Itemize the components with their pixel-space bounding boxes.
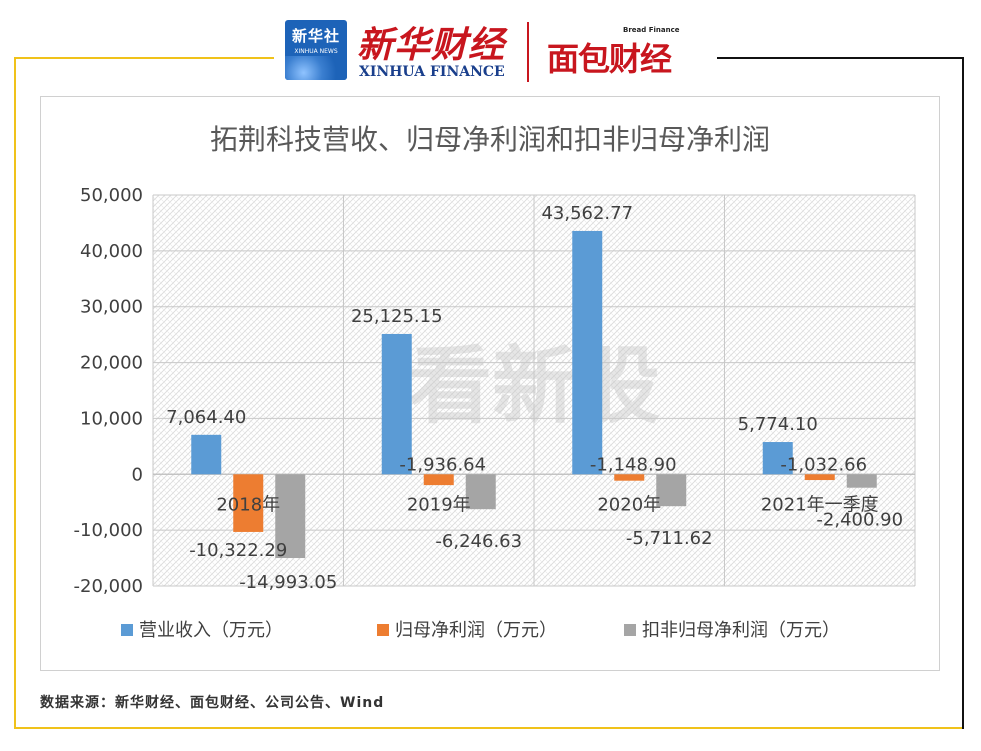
- chart-title: 拓荆科技营收、归母净利润和扣非归母净利润: [210, 123, 770, 156]
- y-tick-label: 40,000: [80, 241, 143, 262]
- y-tick-label: 30,000: [80, 297, 143, 318]
- legend-swatch: [121, 624, 133, 636]
- brand-divider: [527, 22, 529, 82]
- xinhua-badge-en: XINHUA NEWS: [285, 48, 347, 55]
- data-label-adjusted-net-profit: -14,993.05: [239, 572, 337, 593]
- x-category-label: 2018年: [216, 494, 280, 515]
- frame-right-line: [962, 57, 964, 729]
- y-tick-label: 0: [132, 464, 143, 485]
- y-tick-label: 20,000: [80, 353, 143, 374]
- xinhua-finance-logo-cn: 新华财经: [357, 16, 505, 68]
- bread-finance-logo-cn: 面包财经: [547, 34, 671, 80]
- xinhua-news-logo: 新华社 XINHUA NEWS: [285, 20, 347, 80]
- y-tick-label: 10,000: [80, 408, 143, 429]
- xinhua-badge-text: 新华社: [285, 25, 347, 46]
- legend-swatch: [624, 624, 636, 636]
- bar-revenue: [572, 231, 602, 474]
- bread-finance-logo-en: Bread Finance: [623, 26, 679, 34]
- frame-top-left-line: [14, 57, 274, 59]
- data-label-net-profit: -10,322.29: [189, 540, 287, 561]
- data-label-revenue: 5,774.10: [738, 414, 818, 435]
- data-label-net-profit: -1,148.90: [590, 454, 677, 475]
- bar-net-profit: [424, 474, 454, 485]
- chart-container: 拓荆科技营收、归母净利润和扣非归母净利润 50,000 40,000 30,000 2…: [40, 96, 940, 671]
- x-category-label: 2019年: [407, 494, 471, 515]
- data-label-revenue: 43,562.77: [541, 203, 633, 224]
- data-label-net-profit: -1,936.64: [399, 454, 486, 475]
- y-tick-label: -20,000: [74, 576, 143, 597]
- legend-swatch: [377, 624, 389, 636]
- y-tick-label: -10,000: [74, 520, 143, 541]
- brand-header: 新华社 XINHUA NEWS 新华财经 XINHUA FINANCE Brea…: [285, 8, 705, 80]
- network-globe-icon: [285, 56, 347, 80]
- data-label-net-profit: -1,032.66: [780, 454, 867, 475]
- xinhua-finance-logo-en: XINHUA FINANCE: [359, 64, 505, 80]
- legend-label: 扣非归母净利润（万元）: [642, 620, 840, 641]
- watermark-text: 看新股: [408, 337, 660, 435]
- data-label-adjusted-net-profit: -2,400.90: [816, 510, 903, 531]
- data-source-note: 数据来源：新华财经、面包财经、公司公告、Wind: [40, 692, 384, 712]
- frame-left-line: [14, 57, 16, 729]
- data-label-revenue: 7,064.40: [166, 407, 246, 428]
- legend-label: 营业收入（万元）: [139, 620, 283, 641]
- legend-label: 归母净利润（万元）: [395, 620, 557, 641]
- bar-revenue: [382, 334, 412, 474]
- y-tick-label: 50,000: [80, 185, 143, 206]
- bar-chart: 拓荆科技营收、归母净利润和扣非归母净利润 50,000 40,000 30,000 2…: [41, 97, 939, 670]
- data-label-adjusted-net-profit: -5,711.62: [626, 528, 713, 549]
- bar-revenue: [191, 435, 221, 474]
- frame-bottom-line: [14, 727, 964, 729]
- frame-top-right-line: [717, 57, 964, 59]
- x-category-label: 2020年: [597, 494, 661, 515]
- data-label-revenue: 25,125.15: [351, 306, 443, 327]
- bar-adjusted-net-profit: [847, 474, 877, 487]
- data-label-adjusted-net-profit: -6,246.63: [435, 531, 522, 552]
